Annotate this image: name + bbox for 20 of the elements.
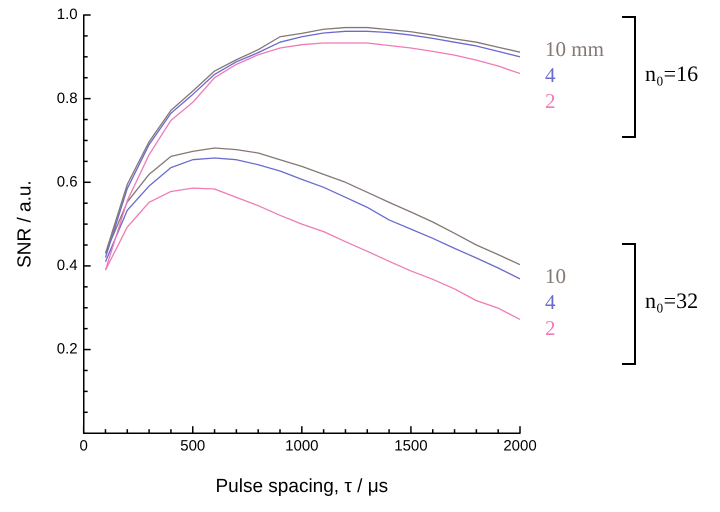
x-tick-label: 1000: [285, 437, 319, 454]
x-axis-title: Pulse spacing, τ / μs: [216, 476, 388, 497]
x-tick-label: 1500: [394, 437, 428, 454]
series-label: 2: [545, 314, 556, 341]
x-tick-label: 500: [180, 437, 206, 454]
x-tick-label: 0: [79, 437, 88, 454]
series-label: 10 mm: [545, 36, 604, 62]
y-tick-label: 0.6: [56, 173, 78, 190]
series-label: 2: [545, 88, 556, 114]
series-label: 4: [545, 288, 556, 315]
series-label: 4: [545, 62, 556, 88]
text: n₀=16: [645, 60, 698, 87]
y-axis-title: SNR / a.u.: [14, 180, 36, 268]
y-tick-label: 0.8: [56, 90, 78, 107]
y-tick-label: 0.2: [56, 340, 78, 358]
x-tick-label: 2000: [503, 437, 537, 454]
y-tick-label: 0.4: [56, 257, 78, 274]
text: n₀=32: [645, 288, 698, 314]
series-label: 10: [545, 262, 566, 289]
y-tick-label: 1.0: [56, 6, 78, 24]
